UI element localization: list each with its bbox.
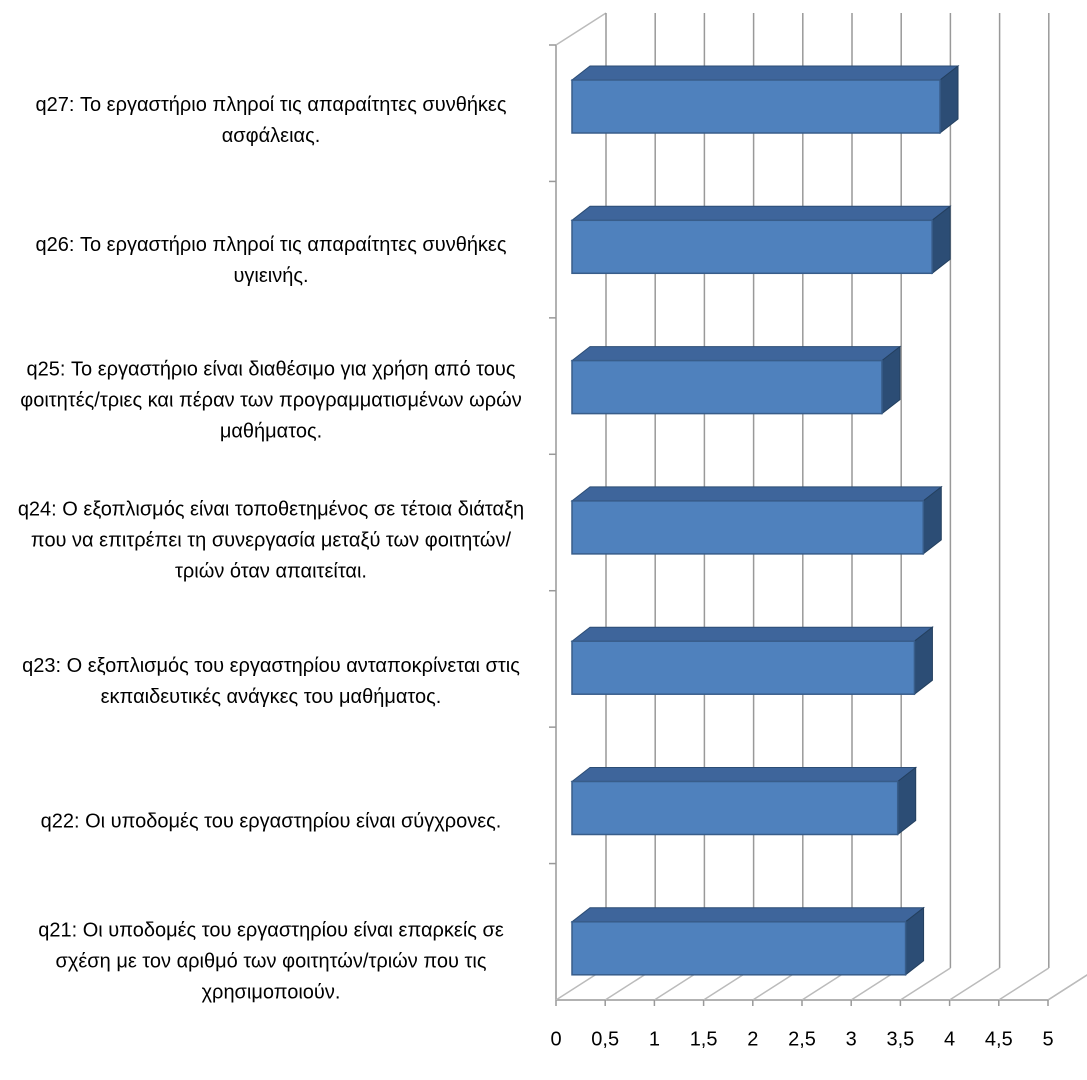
bar <box>571 359 883 415</box>
grid-line-floor <box>998 967 1050 1001</box>
grid-line-floor <box>1047 974 1087 1001</box>
bar-top <box>570 907 926 923</box>
bar-top <box>570 767 918 782</box>
x-tick-label: 4 <box>944 1028 955 1050</box>
grid-line-floor <box>949 967 1001 1001</box>
y-tick-label: q24: Ο εξοπλισμός είναι τοποθετημένος σε… <box>17 498 525 583</box>
x-tick-label: 3 <box>846 1028 857 1050</box>
x-axis-depth <box>1047 974 1087 1001</box>
bar-top <box>570 65 960 81</box>
bar <box>571 640 916 695</box>
x-tick-label: 4,5 <box>985 1028 1013 1050</box>
x-tick-label: 3,5 <box>886 1028 914 1050</box>
grid-line-floor <box>899 967 951 1001</box>
bar <box>571 219 933 275</box>
bar <box>571 500 925 555</box>
y-tick-label: q23: Ο εξοπλισμός του εργαστηρίου ανταπο… <box>22 654 520 708</box>
y-tick-label: q21: Οι υποδομές του εργαστηρίου είναι ε… <box>38 919 504 1004</box>
x-tick-label: 0,5 <box>591 1028 619 1050</box>
x-tick-label: 0 <box>550 1028 561 1050</box>
bar <box>571 780 899 836</box>
x-tick-label: 2 <box>747 1028 758 1050</box>
x-tick-label: 1 <box>649 1028 660 1050</box>
x-tick-label: 1,5 <box>690 1028 718 1050</box>
y-tick-label: q22: Οι υποδομές του εργαστηρίου είναι σ… <box>40 810 502 833</box>
y-tick-label: q25: Το εργαστήριο είναι διαθέσιμο για χ… <box>20 358 522 443</box>
y-tick-label: q27: Το εργαστήριο πληροί τις απαραίτητε… <box>35 93 507 147</box>
bar <box>571 79 941 134</box>
y-axis-depth <box>555 12 607 46</box>
x-tick-label: 2,5 <box>788 1028 816 1050</box>
bar-top <box>570 205 952 221</box>
x-tick-label: 5 <box>1042 1028 1053 1050</box>
bar-top <box>570 346 902 362</box>
bar-top <box>570 486 943 502</box>
bar <box>571 921 907 976</box>
y-tick-label: q26: Το εργαστήριο πληροί τις απαραίτητε… <box>35 233 507 287</box>
bar-top <box>570 626 934 642</box>
